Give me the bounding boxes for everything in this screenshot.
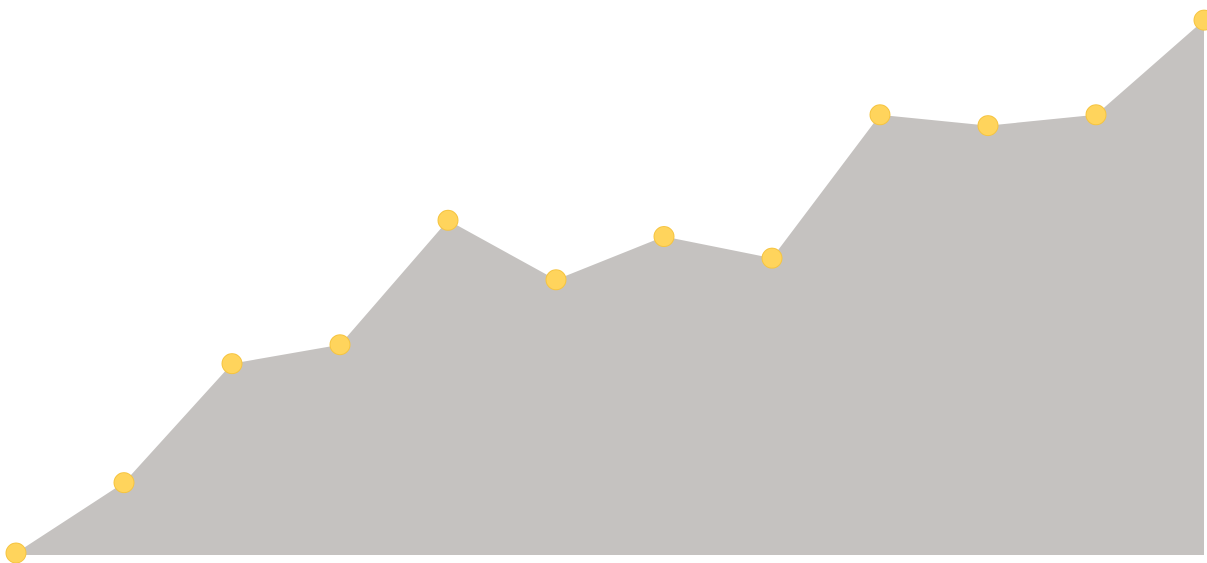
data-point[interactable]	[5, 542, 27, 563]
points-layer	[5, 9, 1207, 563]
data-point[interactable]	[1193, 9, 1207, 31]
data-point[interactable]	[761, 247, 783, 269]
area-layer	[16, 20, 1204, 556]
data-point[interactable]	[221, 353, 243, 375]
data-point[interactable]	[545, 269, 567, 291]
data-point[interactable]	[329, 334, 351, 356]
area-series-fill	[16, 20, 1204, 556]
data-point[interactable]	[437, 209, 459, 231]
data-point[interactable]	[1085, 104, 1107, 126]
data-point[interactable]	[977, 115, 999, 137]
data-point[interactable]	[653, 226, 675, 248]
data-point[interactable]	[113, 472, 135, 494]
data-point[interactable]	[869, 104, 891, 126]
